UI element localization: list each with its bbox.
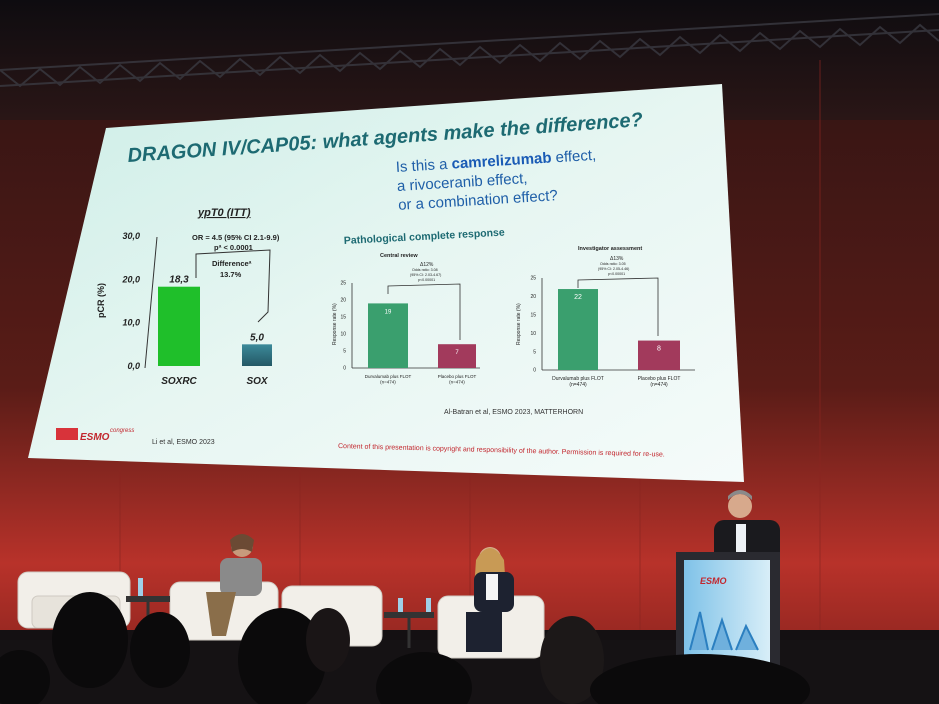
chart2-y-tick-label: 15 (340, 315, 346, 321)
esmo-logo-super: congress (110, 428, 134, 434)
question-line-1-end: effect, (551, 147, 597, 167)
chart2-delta: Δ12% (420, 262, 434, 268)
presentation-slide: DRAGON IV/CAP05: what agents make the di… (28, 84, 744, 482)
chart2-y-tick-label: 0 (343, 366, 346, 372)
chart1-y-axis-label: pCR (%) (96, 283, 106, 318)
chart3-delta-bracket (577, 277, 659, 336)
chart2-category-label: Placebo plus FLOT (n=474) (438, 374, 477, 385)
chart2-category-label: Durvalumab plus FLOT (n=474) (365, 374, 412, 385)
central-review-chart: Central review Response rate (%) 0 5 10 15 2… (332, 253, 480, 385)
chart3-citation: Al-Batran et al, ESMO 2023, MATTERHORN (444, 409, 583, 416)
chart2-bar-1 (368, 303, 408, 368)
chart3-category-label: Durvalumab plus FLOT (n=474) (552, 376, 604, 388)
chart1-category-label: SOXRC (161, 376, 197, 387)
question-line-1-start: Is this a (395, 156, 452, 176)
chart2-bar-2 (438, 344, 476, 368)
question-keyword: camrelizumab (451, 150, 552, 173)
chart3-value-label: 8 (657, 346, 661, 353)
stage: ESMO (0, 490, 939, 704)
chart1-or-annotation: OR = 4.5 (95% CI 2.1-9.9) (192, 233, 280, 242)
chart3-odds-ratio: Odds ratio: 3.05 (600, 262, 626, 266)
esmo-congress-logo: ESMO congress (56, 428, 134, 443)
chart3-y-tick-label: 0 (533, 368, 536, 374)
chart3-y-tick-label: 10 (530, 331, 536, 337)
chart1-y-axis (144, 236, 158, 369)
chart2-odds-ratio: Odds ratio: 3.08 (412, 268, 438, 272)
chart3-ci: (95% CI: 2.05-4.46) (598, 267, 629, 271)
chart1-difference-label: Differenceª (212, 259, 252, 268)
chart1-y-tick-label: 10,0 (122, 318, 140, 328)
chart3-y-tick-label: 15 (530, 312, 536, 318)
chart1-value-label: 18,3 (169, 275, 189, 286)
chart2-y-tick-label: 5 (343, 349, 346, 355)
chart1-citation: Li et al, ESMO 2023 (152, 439, 215, 446)
chart2-delta-bracket (387, 283, 461, 340)
chart1-difference-value: 13.7% (220, 270, 242, 279)
chart3-delta: Δ13% (610, 256, 624, 262)
audience-heads (0, 592, 810, 704)
investigator-assessment-chart: Investigator assessment Response rate (%… (444, 246, 695, 416)
chart1-difference-bracket (195, 249, 271, 323)
ypt0-chart: ypT0 (ITT) pCR (%) 0,0 10,0 20,0 30,0 SOXRC… (96, 207, 280, 446)
chart3-bar-1 (558, 289, 598, 370)
chart3-y-tick-label: 20 (530, 294, 536, 300)
chart1-p-annotation: pª < 0.0001 (214, 243, 253, 252)
chart3-p: p<0.00001 (608, 272, 625, 276)
chart2-p: p<0.00001 (418, 278, 435, 282)
panelist-1 (206, 534, 262, 636)
chart3-bar-2 (638, 340, 680, 370)
chart2-y-axis-label: Response rate (%) (332, 303, 338, 345)
chart2-value-label: 19 (385, 309, 392, 315)
svg-text:Is this a camrelizumab effect,: Is this a camrelizumab effect, (395, 147, 596, 176)
chart1-y-tick-label: 20,0 (121, 274, 140, 284)
podium-logo-text: ESMO (700, 576, 727, 586)
chart3-category-label: Placebo plus FLOT (n=474) (638, 376, 681, 388)
side-table-1 (126, 596, 170, 602)
chart2-y-tick-label: 20 (340, 298, 346, 304)
chart1-category-label: SOX (246, 376, 268, 387)
chart2-subtitle: Central review (380, 253, 418, 259)
chart3-value-label: 22 (574, 294, 582, 301)
chart2-ci: (95% CI: 2.03-4.67) (410, 273, 441, 277)
esmo-logo-text: ESMO (80, 432, 110, 443)
chart1-bar-1 (158, 286, 200, 366)
chart3-y-tick-label: 25 (530, 276, 536, 282)
chart1-y-tick-label: 30,0 (122, 231, 140, 241)
chart2-value-label: 7 (455, 350, 459, 356)
chart2-y-tick-label: 10 (340, 332, 346, 338)
chart3-y-tick-label: 5 (533, 349, 536, 355)
chart2-y-tick-label: 25 (340, 281, 346, 287)
panelist-2 (466, 547, 514, 652)
side-table-2 (384, 612, 434, 618)
chart1-y-tick-label: 0,0 (127, 361, 140, 371)
chart1-title: ypT0 (ITT) (197, 207, 251, 219)
chart3-title: Investigator assessment (578, 246, 642, 252)
chart1-value-label: 5,0 (250, 332, 264, 343)
chart3-y-axis-label: Response rate (%) (516, 303, 522, 345)
chart1-bar-2 (242, 344, 272, 366)
ceiling-truss (0, 13, 939, 88)
